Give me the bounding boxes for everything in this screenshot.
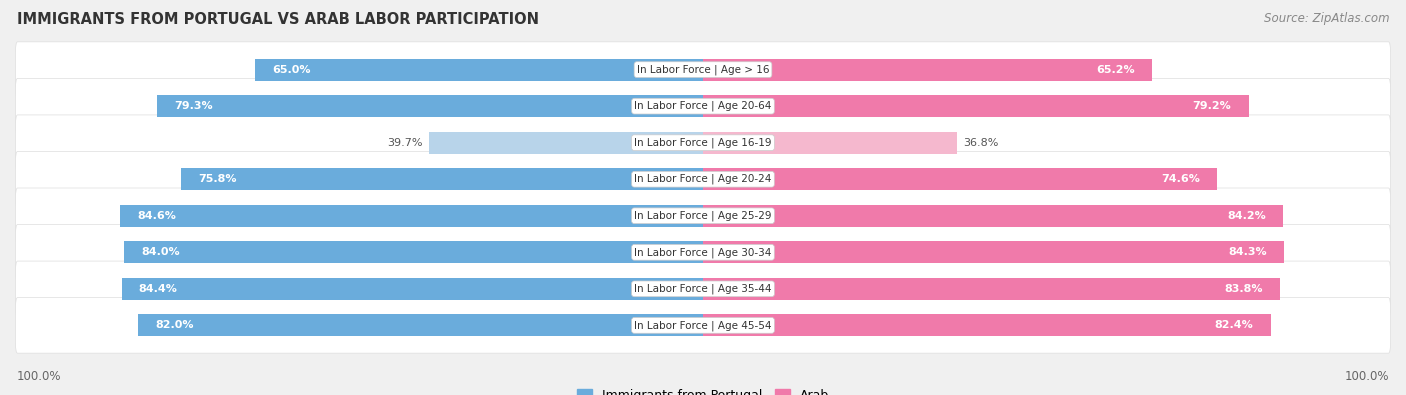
Legend: Immigrants from Portugal, Arab: Immigrants from Portugal, Arab — [576, 389, 830, 395]
FancyBboxPatch shape — [15, 151, 1391, 207]
Text: 84.0%: 84.0% — [142, 247, 180, 257]
Text: 75.8%: 75.8% — [198, 174, 236, 184]
Text: 84.4%: 84.4% — [139, 284, 177, 294]
Text: 65.0%: 65.0% — [273, 65, 311, 75]
FancyBboxPatch shape — [15, 224, 1391, 280]
Text: 84.3%: 84.3% — [1227, 247, 1267, 257]
Text: 36.8%: 36.8% — [963, 138, 998, 148]
FancyBboxPatch shape — [15, 297, 1391, 353]
Bar — [120, 205, 703, 227]
Text: 39.7%: 39.7% — [387, 138, 423, 148]
FancyBboxPatch shape — [15, 78, 1391, 134]
FancyBboxPatch shape — [15, 42, 1391, 98]
Text: 79.2%: 79.2% — [1192, 101, 1232, 111]
Bar — [429, 132, 703, 154]
Text: In Labor Force | Age 45-54: In Labor Force | Age 45-54 — [634, 320, 772, 331]
Text: 100.0%: 100.0% — [1344, 370, 1389, 383]
Bar — [124, 241, 703, 263]
Bar — [703, 205, 1284, 227]
FancyBboxPatch shape — [15, 115, 1391, 171]
Bar — [254, 59, 703, 81]
Bar — [156, 95, 703, 117]
Text: 79.3%: 79.3% — [174, 101, 212, 111]
Text: IMMIGRANTS FROM PORTUGAL VS ARAB LABOR PARTICIPATION: IMMIGRANTS FROM PORTUGAL VS ARAB LABOR P… — [17, 12, 538, 27]
Text: 82.0%: 82.0% — [155, 320, 194, 330]
Bar — [181, 168, 703, 190]
Text: In Labor Force | Age 20-24: In Labor Force | Age 20-24 — [634, 174, 772, 184]
Text: In Labor Force | Age 25-29: In Labor Force | Age 25-29 — [634, 211, 772, 221]
Text: 74.6%: 74.6% — [1161, 174, 1199, 184]
Bar — [703, 241, 1284, 263]
Text: 65.2%: 65.2% — [1097, 65, 1135, 75]
Text: 84.6%: 84.6% — [138, 211, 176, 221]
Text: In Labor Force | Age 16-19: In Labor Force | Age 16-19 — [634, 137, 772, 148]
Text: 82.4%: 82.4% — [1215, 320, 1254, 330]
Bar — [703, 95, 1249, 117]
Text: In Labor Force | Age 20-64: In Labor Force | Age 20-64 — [634, 101, 772, 111]
Bar — [703, 132, 956, 154]
Text: 84.2%: 84.2% — [1227, 211, 1265, 221]
Bar — [703, 278, 1281, 300]
Bar — [138, 314, 703, 337]
Text: 100.0%: 100.0% — [17, 370, 62, 383]
Text: In Labor Force | Age > 16: In Labor Force | Age > 16 — [637, 64, 769, 75]
FancyBboxPatch shape — [15, 188, 1391, 244]
Text: Source: ZipAtlas.com: Source: ZipAtlas.com — [1264, 12, 1389, 25]
Text: In Labor Force | Age 35-44: In Labor Force | Age 35-44 — [634, 284, 772, 294]
Bar — [703, 314, 1271, 337]
FancyBboxPatch shape — [15, 261, 1391, 317]
Text: In Labor Force | Age 30-34: In Labor Force | Age 30-34 — [634, 247, 772, 258]
Text: 83.8%: 83.8% — [1225, 284, 1263, 294]
Bar — [703, 59, 1152, 81]
Bar — [121, 278, 703, 300]
Bar — [703, 168, 1218, 190]
